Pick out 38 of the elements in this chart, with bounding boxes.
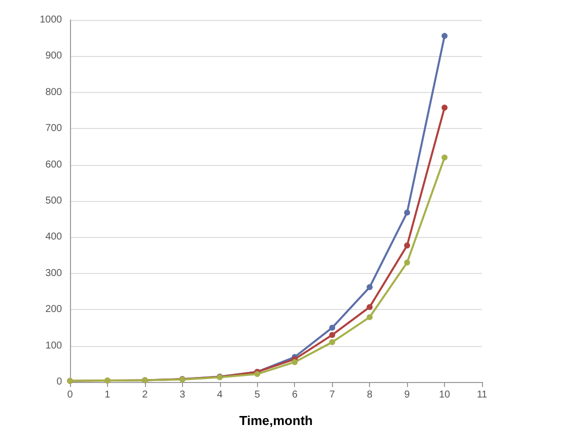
y-tick-label: 500 [45,196,62,206]
point [254,371,260,378]
x-axis-title: Time,month [239,413,313,428]
y-tick-label: 1000 [40,14,62,26]
y-tick-label: 600 [45,159,62,170]
x-tick-label: 0 [67,390,74,400]
x-tick-label: 9 [404,390,410,400]
y-tick-label: 200 [45,304,62,316]
x-tick-label: 10 [438,390,451,400]
point [329,339,336,346]
x-tick-label: 8 [366,390,373,400]
y-tick-label: 700 [45,123,62,134]
x-tick-label: 1 [104,390,111,400]
y-tick-label: 0 [56,376,62,388]
point [442,104,448,111]
point [404,260,410,266]
point [442,154,448,161]
point [366,304,373,310]
point [329,332,336,338]
point [442,32,448,39]
point [292,359,298,366]
y-tick-label: 900 [45,50,62,62]
point [366,284,373,290]
x-tick-label: 11 [476,390,488,400]
x-tick-label: 7 [329,390,336,400]
y-tick-label: 800 [45,86,62,98]
point [404,210,410,216]
y-tick-label: 400 [45,232,62,243]
x-tick-label: 4 [217,390,224,400]
x-tick-label: 5 [254,390,260,400]
point [366,314,373,320]
x-tick-label: 6 [292,390,298,400]
point [329,324,336,331]
y-tick-label: 100 [45,340,62,352]
x-tick-label: 2 [142,390,148,400]
x-tick-label: 3 [180,390,186,400]
y-tick-label: 300 [45,268,62,279]
point [404,242,410,249]
